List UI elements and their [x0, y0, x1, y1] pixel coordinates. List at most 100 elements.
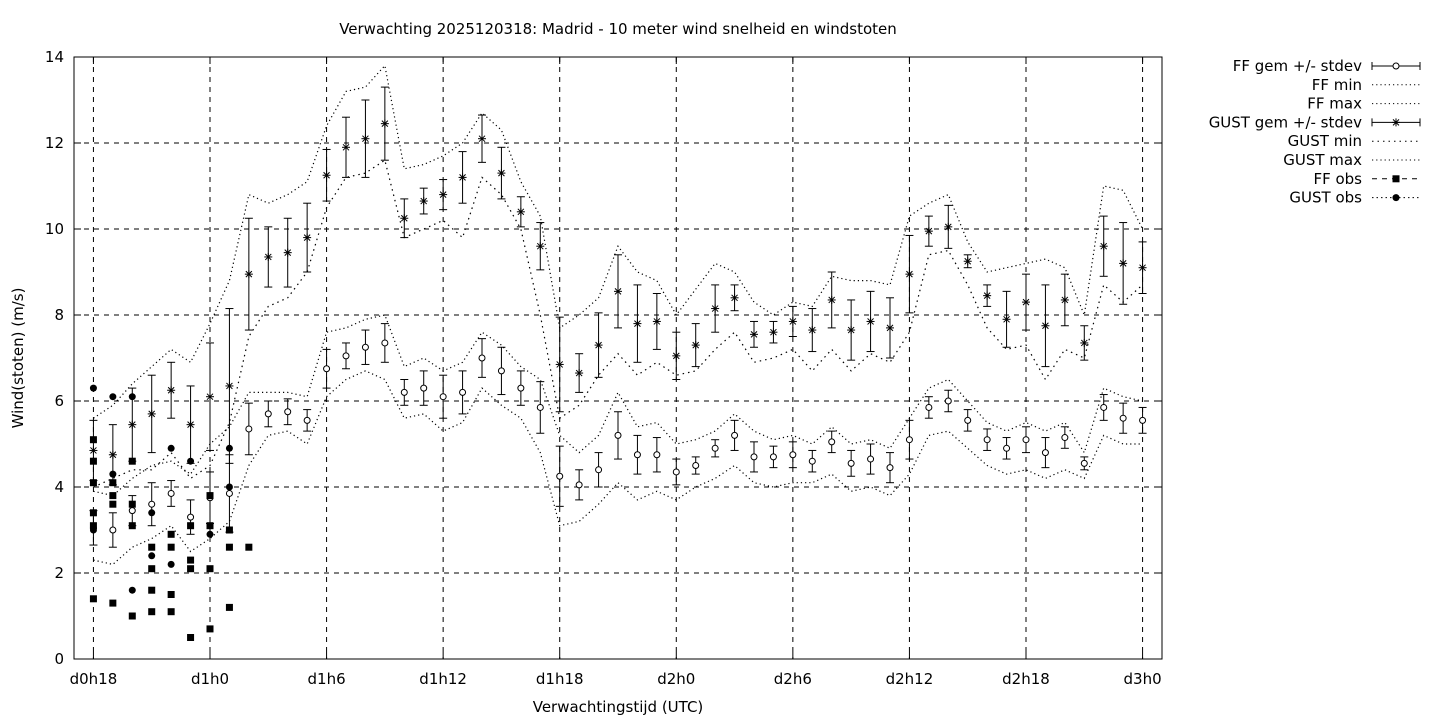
ff-mean-point	[1061, 434, 1069, 442]
star-stroke	[128, 421, 136, 429]
gust-mean-point	[1022, 298, 1030, 307]
star-stroke	[226, 382, 233, 390]
gust-mean-point	[439, 190, 448, 199]
ff-obs-point	[89, 522, 97, 530]
y-tick-label: 2	[54, 564, 64, 582]
gust-obs-point	[225, 444, 233, 452]
ff-mean-point	[769, 453, 777, 461]
ff-obs-point	[187, 565, 195, 573]
ff-mean-point	[983, 436, 991, 444]
star-stroke	[1042, 322, 1049, 330]
gust-mean-point	[342, 143, 350, 152]
star-stroke	[672, 352, 680, 360]
data-points	[89, 119, 1147, 641]
ff-obs-point	[187, 556, 195, 564]
ff-obs-point	[167, 543, 175, 551]
ff-mean-point	[303, 416, 311, 424]
y-tick-label: 6	[54, 392, 64, 410]
axis-ticks: 0 2 4 6 8 10 12 14 d0h18 d1h0 d1h6 d1h12 d1h18 d2h0 d2…	[45, 48, 1162, 688]
legend-label: FF obs	[1313, 170, 1362, 188]
x-tick-label: d2h6	[774, 670, 812, 688]
ff-obs-point	[225, 543, 233, 551]
gust-mean-point	[614, 287, 622, 296]
x-tick-label: d1h0	[191, 670, 229, 688]
ff-mean-point	[964, 416, 972, 424]
ff-mean-point	[905, 436, 913, 444]
legend-label: FF min	[1312, 76, 1362, 94]
star-stroke	[886, 324, 894, 332]
ff-mean-point	[400, 388, 408, 396]
grid-lines	[74, 57, 1162, 659]
star-stroke	[711, 305, 719, 312]
ff-obs-point	[167, 530, 175, 538]
ff-mean-point	[497, 367, 505, 375]
ff-mean-point	[536, 403, 544, 411]
gust-mean-point	[478, 134, 486, 143]
y-tick-label: 12	[45, 134, 64, 152]
star-stroke	[342, 143, 350, 151]
ff-obs-point	[109, 599, 117, 607]
ff-mean-point	[789, 451, 797, 459]
gust-mean-point	[1138, 263, 1147, 272]
gust-mean-point	[419, 197, 428, 206]
star-stroke	[284, 249, 292, 257]
star-stroke	[634, 320, 641, 327]
ff-obs-point	[89, 595, 97, 603]
ff-obs-point	[167, 608, 175, 616]
ff-obs-point	[206, 522, 214, 530]
gust-mean-point	[983, 291, 992, 300]
legend-label: FF gem +/- stdev	[1233, 57, 1362, 75]
gust-obs-point	[148, 552, 156, 560]
x-tick-label: d1h18	[536, 670, 584, 688]
ff-mean-point	[478, 354, 486, 362]
star-stroke	[692, 341, 700, 349]
ff-mean-point	[614, 431, 622, 439]
star-stroke	[1119, 260, 1127, 267]
star-stroke	[653, 318, 661, 325]
star-stroke	[1080, 339, 1088, 347]
gust-mean-point	[594, 341, 603, 350]
gust-obs-point	[89, 526, 97, 534]
gust-mean-point	[128, 420, 137, 429]
star-stroke	[750, 330, 758, 338]
ff-mean-point	[731, 431, 739, 439]
gust-mean-point	[750, 330, 758, 339]
gust-mean-point	[672, 351, 681, 360]
gust-mean-point	[322, 171, 331, 180]
ff-mean-point	[517, 384, 525, 392]
star-stroke	[556, 361, 564, 368]
ff-obs-point	[89, 479, 97, 487]
ff-mean-point	[381, 339, 389, 347]
gust-mean-point	[380, 119, 389, 128]
gust-obs-point	[167, 444, 175, 452]
x-axis-label: Verwachtingstijd (UTC)	[533, 698, 704, 716]
star-stroke	[595, 341, 602, 349]
plot-frame	[73, 56, 1163, 660]
ff-mean-point	[867, 455, 875, 463]
ff-mean-point	[595, 466, 603, 474]
gust-mean-point	[963, 257, 972, 266]
legend-label: FF max	[1307, 95, 1362, 113]
ff-obs-point	[109, 479, 117, 487]
legend-label: GUST max	[1283, 151, 1362, 169]
gust-mean-point	[575, 369, 584, 378]
ff-mean-point	[245, 425, 253, 433]
gust-mean-point	[206, 392, 214, 401]
ff-mean-point	[692, 462, 700, 469]
gust-mean-point	[458, 173, 467, 182]
ff-mean-point	[167, 489, 175, 497]
ff-mean-point	[711, 444, 719, 452]
ff-obs-point	[128, 522, 136, 530]
gust-mean-point	[711, 304, 720, 313]
ff-mean-point	[828, 438, 836, 446]
legend-label: GUST gem +/- stdev	[1209, 113, 1362, 131]
ff-obs-point	[89, 436, 97, 444]
gust-mean-point	[147, 409, 156, 418]
x-tick-label: d1h6	[308, 670, 346, 688]
gust-mean-point	[769, 328, 778, 337]
ff-obs-point	[225, 526, 233, 534]
ff-obs-point	[167, 591, 175, 598]
ff-mean-point	[556, 472, 564, 480]
